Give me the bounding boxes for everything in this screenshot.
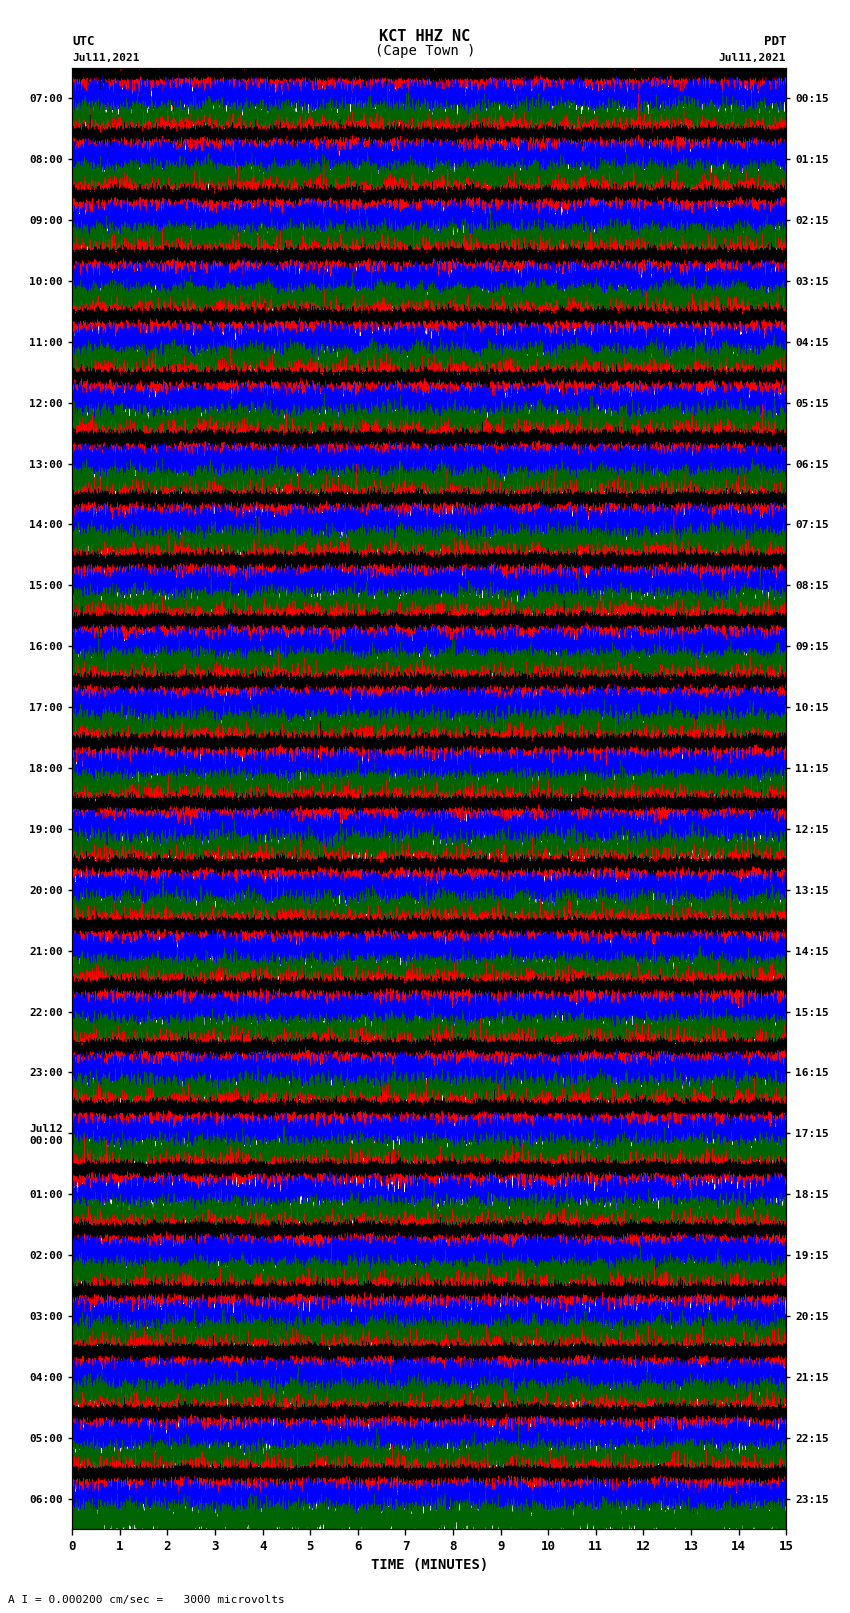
Text: Jul11,2021: Jul11,2021 [72, 53, 139, 63]
Text: (Cape Town ): (Cape Town ) [375, 44, 475, 58]
Text: Jul11,2021: Jul11,2021 [719, 53, 786, 63]
Text: UTC: UTC [72, 35, 94, 48]
Text: KCT HHZ NC: KCT HHZ NC [379, 29, 471, 44]
Text: A I = 0.000200 cm/sec =   3000 microvolts: A I = 0.000200 cm/sec = 3000 microvolts [8, 1595, 286, 1605]
Text: I = 0.000200 cm/sec: I = 0.000200 cm/sec [361, 71, 489, 81]
X-axis label: TIME (MINUTES): TIME (MINUTES) [371, 1558, 488, 1573]
Text: PDT: PDT [764, 35, 786, 48]
